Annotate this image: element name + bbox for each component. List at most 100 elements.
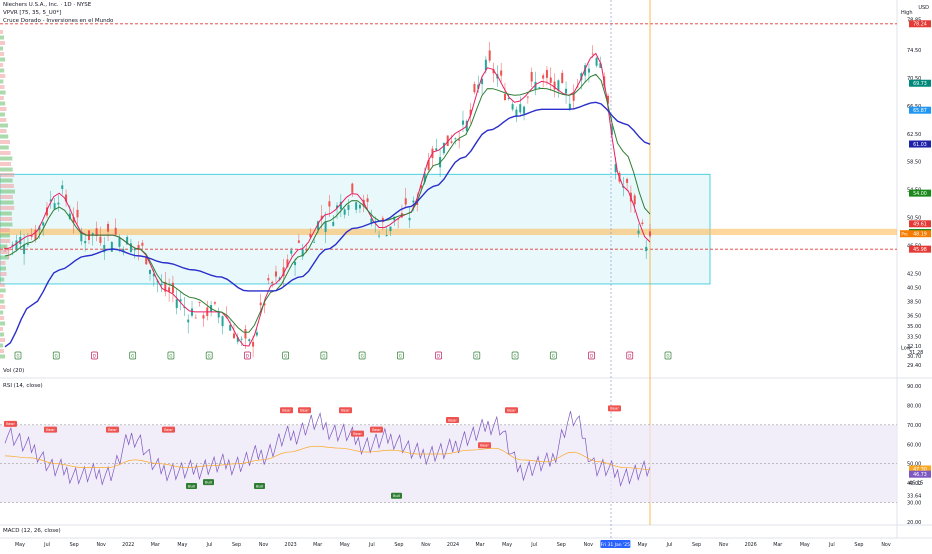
price-tick-label: 42.50 (907, 271, 921, 277)
time-axis-label: Nov (421, 542, 431, 548)
signal-marker-label: D (93, 354, 96, 359)
candle-body (240, 338, 243, 340)
rsi-bear-tag (505, 407, 518, 414)
rsi-bull-tag (254, 483, 265, 490)
time-axis-label: Jul (43, 542, 50, 548)
price-badge-value: 49.61 (913, 222, 927, 228)
rsi-bear-tag (351, 430, 364, 437)
candle-body (187, 319, 190, 323)
candle-body (393, 216, 396, 221)
rsi-tick-label: 33.64 (907, 493, 921, 499)
volume-profile-bar (0, 30, 4, 34)
price-tick-label: 32.10 (907, 344, 921, 350)
candle-body (221, 316, 224, 327)
candle-body (179, 299, 182, 302)
price-badge-value: 78.24 (913, 22, 927, 28)
volume-profile-bar (0, 79, 4, 84)
candle-body (217, 312, 220, 318)
volume-profile-bar (0, 107, 7, 111)
candle-body (168, 287, 171, 292)
candle-body (53, 203, 56, 209)
candle-body (519, 104, 522, 113)
price-badge-value: 45.98 (913, 247, 927, 253)
volume-profile-bar (0, 145, 9, 150)
macd-legend[interactable]: MACD (12, 26, close) (3, 528, 61, 534)
rsi-legend[interactable]: RSI (14, close) (3, 383, 43, 389)
volume-profile-bar (0, 327, 4, 331)
time-axis-label: Sep (232, 542, 241, 548)
candle-body (587, 68, 590, 73)
rsi-badge-value: 46.73 (913, 472, 927, 478)
signal-marker (435, 351, 442, 360)
rsi-bear-tag (298, 407, 311, 414)
candle-body (370, 218, 373, 224)
time-axis-label: 2023 (285, 542, 297, 548)
rsi-bear-label: Bear (46, 427, 55, 432)
volume-profile-bar (0, 200, 14, 205)
volume-profile-bar (0, 239, 11, 243)
signal-marker (14, 351, 22, 360)
candle-body (11, 244, 14, 247)
rsi-bear-label: Bear (372, 427, 381, 432)
rsi-bull-label: Bull (393, 493, 400, 498)
signal-marker-label: G (514, 354, 517, 359)
candle-body (274, 271, 277, 277)
signal-marker (549, 351, 557, 360)
candle-body (507, 97, 510, 99)
candle-body (637, 230, 640, 234)
rsi-tick-label: 20.00 (907, 520, 921, 526)
candle-body (202, 315, 205, 319)
volume-profile-bar (0, 272, 7, 276)
candle-body (26, 243, 29, 245)
candle-body (446, 135, 449, 146)
signal-marker-label: G (169, 354, 172, 359)
price-tick-label: 33.50 (907, 334, 921, 340)
signal-marker-label: D (628, 354, 631, 359)
volume-profile-bar (0, 206, 15, 210)
signal-marker (358, 351, 366, 360)
volume-profile-bar (0, 217, 13, 221)
volume-legend[interactable]: Vol (20) (3, 368, 25, 374)
signal-marker-label: G (322, 354, 325, 359)
signal-marker (397, 351, 404, 360)
volume-profile-bar (0, 184, 14, 188)
candle-body (152, 273, 155, 277)
volume-profile-bar (0, 140, 10, 144)
price-badge-value: 54.00 (913, 191, 927, 197)
volume-profile-bar (0, 123, 8, 128)
candle-body (149, 269, 152, 274)
candle-body (420, 185, 423, 188)
signal-marker-label: G (399, 354, 402, 359)
candle-body (545, 70, 548, 78)
ma-slow-line (4, 101, 651, 348)
volume-profile-bar (0, 277, 5, 282)
candle-body (282, 267, 285, 277)
time-axis-label: Sep (70, 542, 79, 548)
vpvr-legend[interactable]: VPVR [75, 35, 5_U0*] (3, 10, 62, 16)
signal-marker-label: G (131, 354, 134, 359)
candle-body (427, 159, 430, 170)
candle-body (99, 236, 102, 243)
candle-body (633, 195, 636, 205)
candle-body (263, 303, 266, 306)
candle-body (423, 173, 426, 183)
candle-body (49, 199, 52, 202)
time-axis-label: Nov (881, 542, 891, 548)
rsi-bear-tag (106, 426, 119, 433)
candle-body (301, 249, 304, 257)
low-value: 31.28 (909, 350, 923, 356)
price-tick-label: 35.00 (907, 324, 921, 330)
signal-marker (52, 351, 60, 360)
golden-cross-legend[interactable]: Cruce Dorado - Inversiones en el Mundo (3, 18, 114, 24)
candle-body (255, 332, 258, 336)
candle-body (118, 237, 121, 247)
signal-marker (320, 351, 328, 360)
volume-profile-bar (0, 118, 7, 122)
volume-profile-bar (0, 338, 6, 342)
candle-body (484, 59, 487, 71)
candle-body (7, 249, 10, 251)
candle-body (68, 213, 71, 219)
rsi-bear-label: Bear (282, 408, 291, 413)
